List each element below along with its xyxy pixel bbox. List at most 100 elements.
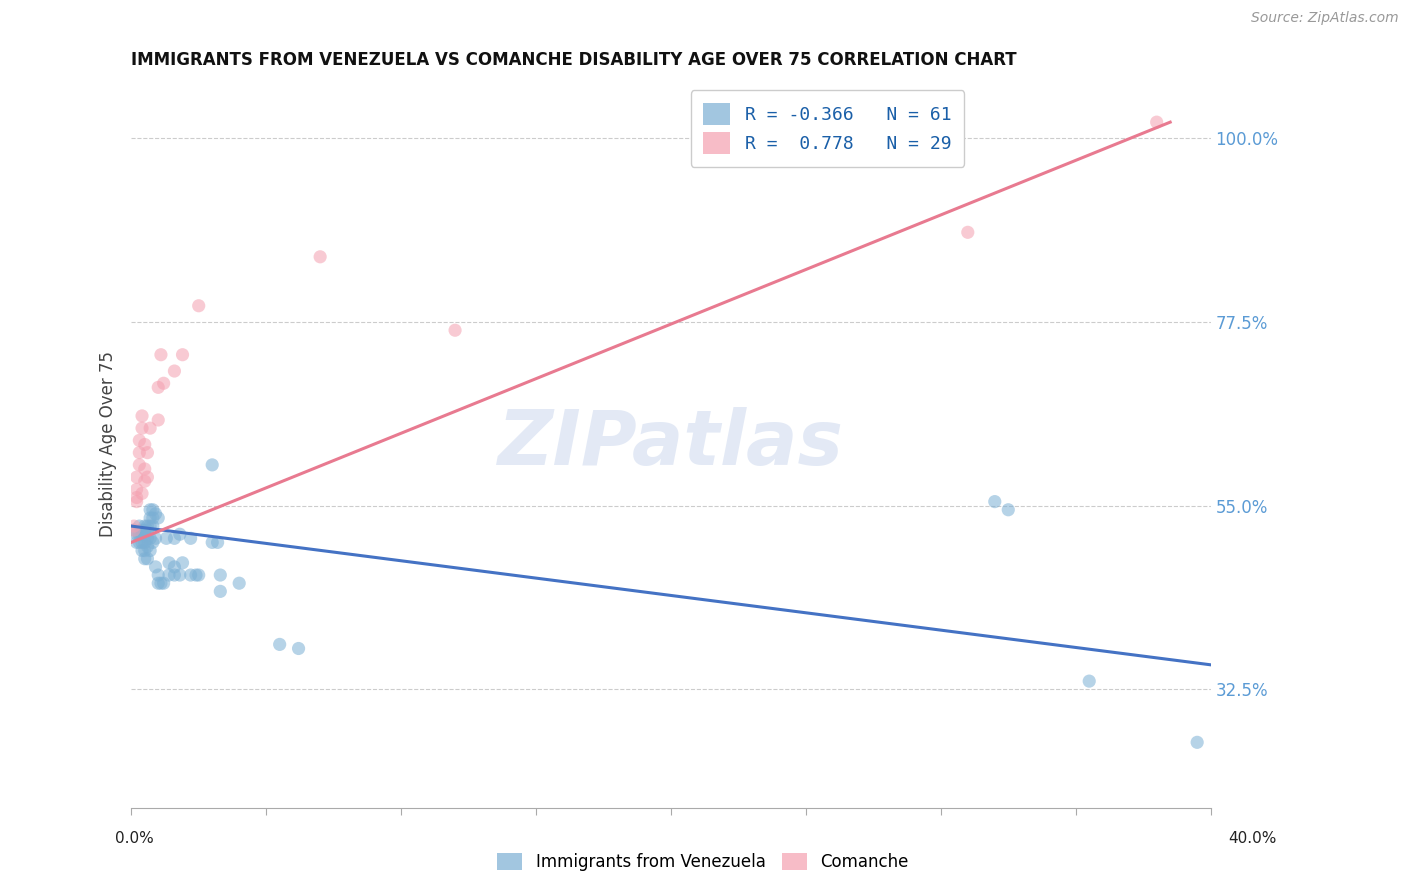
Point [134,437,156,451]
Point [155,532,177,546]
Point [125,470,148,484]
Point [269,637,291,651]
Point [444,323,467,337]
Text: 0.0%: 0.0% [115,831,155,846]
Point [139,519,162,533]
Point [136,551,159,566]
Point [131,421,153,435]
Point [139,511,162,525]
Text: ZIPatlas: ZIPatlas [498,408,844,482]
Text: Source: ZipAtlas.com: Source: ZipAtlas.com [1251,12,1399,25]
Point [136,519,159,533]
Point [157,556,180,570]
Point [128,434,150,448]
Point [134,519,156,533]
Point [309,250,332,264]
Point [187,568,209,582]
Point [136,470,159,484]
Point [136,445,159,459]
Point [128,458,150,472]
Point [207,535,229,549]
Point [128,445,150,459]
Point [148,568,170,582]
Point [152,376,174,391]
Point [209,568,232,582]
Point [134,527,156,541]
Point [209,584,232,599]
Point [139,532,162,546]
Point [187,299,209,313]
Point [131,543,153,558]
Point [139,543,162,558]
Point [184,568,207,582]
Point [134,523,156,537]
Point [136,532,159,546]
Point [125,491,148,505]
Point [122,519,145,533]
Text: 40.0%: 40.0% [1229,831,1277,846]
Point [148,413,170,427]
Point [131,535,153,549]
Point [152,576,174,591]
Point [122,523,145,537]
Point [131,527,153,541]
Point [125,494,148,508]
Point [148,380,170,394]
Point [122,523,145,537]
Point [131,409,153,423]
Point [163,568,186,582]
Point [163,560,186,574]
Point [131,523,153,537]
Text: IMMIGRANTS FROM VENEZUELA VS COMANCHE DISABILITY AGE OVER 75 CORRELATION CHART: IMMIGRANTS FROM VENEZUELA VS COMANCHE DI… [131,51,1017,69]
Point [180,568,202,582]
Point [287,641,309,656]
Point [956,225,979,239]
Legend: Immigrants from Venezuela, Comanche: Immigrants from Venezuela, Comanche [489,845,917,880]
Point [1146,115,1168,129]
Point [142,535,165,549]
Point [149,576,172,591]
Point [148,576,170,591]
Point [172,556,194,570]
Point [134,551,156,566]
Point [145,560,167,574]
Point [169,568,191,582]
Point [1078,674,1101,689]
Point [136,523,159,537]
Point [125,483,148,497]
Point [125,527,148,541]
Point [984,494,1007,508]
Point [180,532,202,546]
Point [228,576,250,591]
Point [136,540,159,554]
Point [1185,735,1208,749]
Point [169,527,191,541]
Point [128,527,150,541]
Point [125,535,148,549]
Point [163,532,186,546]
Point [131,486,153,500]
Point [163,364,186,378]
Y-axis label: Disability Age Over 75: Disability Age Over 75 [100,351,117,538]
Point [134,543,156,558]
Point [142,519,165,533]
Point [142,502,165,516]
Point [128,519,150,533]
Point [139,502,162,516]
Point [145,507,167,521]
Point [134,474,156,488]
Point [134,462,156,476]
Point [145,532,167,546]
Point [149,348,172,362]
Point [139,421,162,435]
Point [134,535,156,549]
Point [997,502,1019,516]
Point [172,348,194,362]
Legend: R = -0.366   N = 61, R =  0.778   N = 29: R = -0.366 N = 61, R = 0.778 N = 29 [690,90,965,167]
Point [128,535,150,549]
Point [148,511,170,525]
Point [142,511,165,525]
Point [157,568,180,582]
Point [201,535,224,549]
Point [201,458,224,472]
